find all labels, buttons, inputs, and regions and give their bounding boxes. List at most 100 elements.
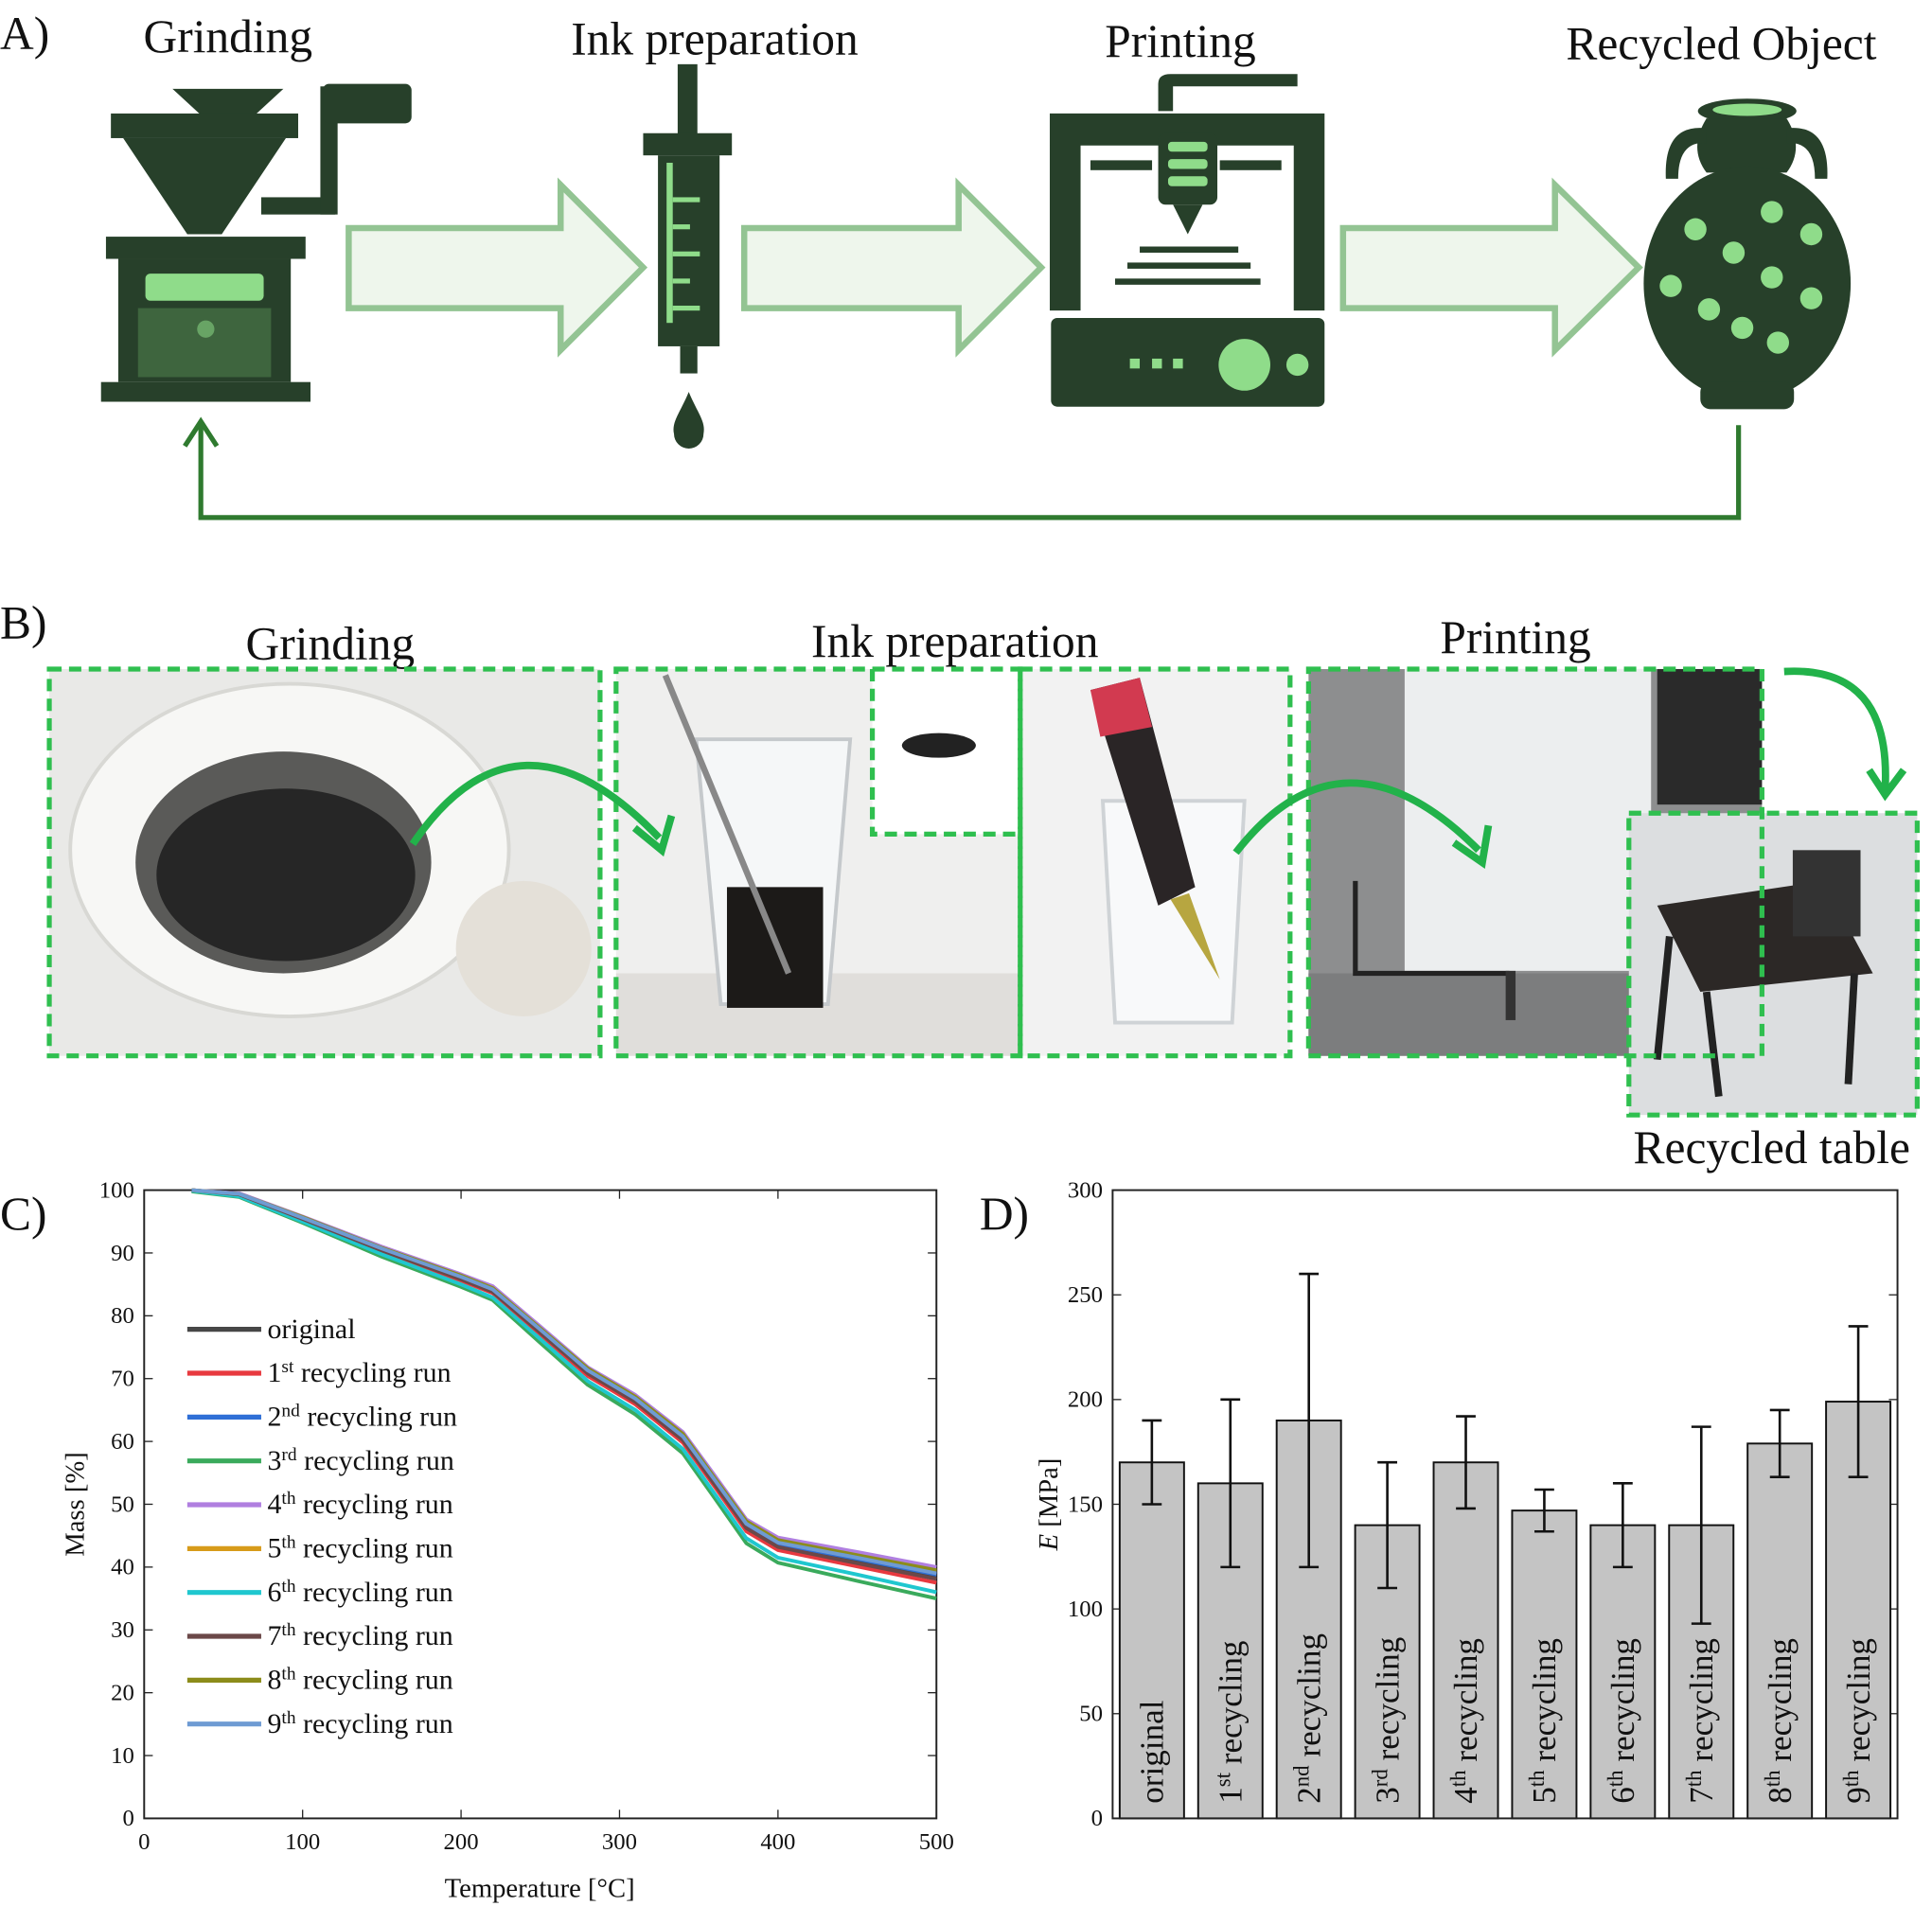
y-tick-label: 80 — [111, 1303, 134, 1329]
photo-grinding — [49, 668, 600, 1056]
y-tick-label: 0 — [1091, 1806, 1103, 1831]
label-text: recycling — [1369, 1637, 1406, 1769]
syringe-icon — [643, 63, 733, 449]
step-recycled-object-title: Recycled Object — [1566, 18, 1876, 70]
bar-category-label-2: 2nd recycling — [1289, 1633, 1327, 1804]
y-tick-label: 20 — [111, 1680, 134, 1705]
label-text: recycling — [1212, 1641, 1249, 1773]
photo-ink-beaker — [615, 668, 1020, 1056]
label-text: recycling run — [300, 1401, 457, 1432]
label-text: recycling run — [296, 1620, 453, 1651]
label-text: recycling — [1447, 1638, 1484, 1770]
label-text: recycling — [1683, 1638, 1720, 1770]
x-tick-label: 500 — [919, 1829, 954, 1855]
panel-b: B) Grinding Ink preparation Printing — [0, 596, 1920, 1174]
legend-label-1: 1st recycling run — [267, 1357, 451, 1389]
grinder-icon — [100, 83, 412, 402]
y-axis-label: E [MPa] — [1034, 1458, 1064, 1552]
y-tick-label: 100 — [99, 1177, 134, 1203]
chart-c-tga: C) Temperature [°C] Mass [%] 0 100 200 300 4… — [0, 1177, 954, 1903]
bar-5 — [1511, 1509, 1578, 1820]
label-number: 2 — [1290, 1787, 1327, 1804]
label-number: 2 — [267, 1401, 281, 1432]
label-number: 4 — [1447, 1787, 1484, 1804]
bar-category-label-8: 8th recycling — [1760, 1638, 1799, 1804]
label-text: recycling — [1526, 1638, 1563, 1770]
legend-label-4: 4th recycling run — [267, 1489, 452, 1521]
y-axis-label: Mass [%] — [61, 1452, 91, 1557]
label-superscript: th — [1760, 1770, 1783, 1787]
panel-c-label: C) — [0, 1188, 46, 1240]
legend-label-5: 5th recycling run — [267, 1532, 452, 1564]
legend-label-3: 3rd recycling run — [267, 1444, 453, 1476]
panel-a-label: A) — [0, 8, 49, 60]
y-tick-label: 100 — [1068, 1597, 1103, 1622]
step-printing-title: Printing — [1105, 15, 1255, 67]
label-superscript: th — [1446, 1770, 1470, 1787]
y-tick-label: 200 — [1068, 1387, 1103, 1413]
label-text: recycling — [1762, 1638, 1799, 1770]
legend-label-2: 2nd recycling run — [267, 1401, 457, 1433]
bar-4 — [1432, 1461, 1499, 1820]
bar-category-label-5: 5th recycling — [1525, 1638, 1564, 1804]
label-number: 1 — [1212, 1787, 1249, 1804]
y-tick-label: 250 — [1068, 1282, 1103, 1308]
label-superscript: th — [281, 1664, 295, 1684]
label-text: recycling run — [296, 1708, 453, 1739]
bar-0 — [1118, 1461, 1185, 1820]
legend-label-9: 9th recycling run — [267, 1707, 452, 1738]
legend-label-0: original — [267, 1314, 355, 1345]
label-superscript: th — [1838, 1770, 1862, 1787]
label-superscript: th — [281, 1707, 295, 1727]
printer-icon — [1050, 74, 1325, 407]
y-tick-label: 300 — [1068, 1177, 1103, 1203]
bar-category-label-7: 7th recycling — [1681, 1638, 1719, 1804]
x-tick-label: 100 — [285, 1829, 320, 1855]
step-grinding-title: Grinding — [144, 10, 313, 62]
panel-b-label: B) — [0, 596, 46, 648]
label-number: 3 — [1369, 1787, 1406, 1804]
label-superscript: rd — [281, 1444, 296, 1464]
x-tick-label: 0 — [138, 1829, 150, 1855]
label-text: recycling run — [296, 1577, 453, 1608]
bar-category-label-0: original — [1134, 1700, 1171, 1803]
legend-label-8: 8th recycling run — [267, 1664, 452, 1696]
label-number: 8 — [1762, 1787, 1799, 1804]
label-number: 6 — [1604, 1787, 1641, 1804]
label-number: 8 — [267, 1664, 281, 1695]
step-ink-title: Ink preparation — [571, 12, 858, 64]
label-text: recycling — [1290, 1633, 1327, 1765]
recycle-loop-arrow — [183, 416, 1742, 521]
y-tick-label: 0 — [123, 1806, 134, 1831]
label-superscript: nd — [1289, 1765, 1313, 1787]
y-tick-label: 150 — [1068, 1491, 1103, 1517]
label-text: recycling run — [296, 1489, 453, 1520]
label-superscript: th — [281, 1620, 295, 1640]
label-number: 5 — [267, 1532, 281, 1563]
flower-pattern — [1659, 201, 1823, 354]
label-number: 9 — [1840, 1787, 1877, 1804]
panel-d-label: D) — [980, 1188, 1029, 1240]
series-line-6 — [191, 1189, 937, 1595]
bar-category-label-9: 9th recycling — [1838, 1638, 1876, 1804]
label-superscript: st — [281, 1357, 294, 1377]
y-tick-label: 50 — [111, 1491, 134, 1517]
label-text: recycling run — [297, 1445, 454, 1476]
label-superscript: th — [1604, 1770, 1627, 1787]
bar-category-label-6: 6th recycling — [1604, 1638, 1642, 1804]
y-tick-label: 70 — [111, 1367, 134, 1392]
y-tick-label: 10 — [111, 1743, 134, 1769]
photo-frames — [46, 666, 1920, 1118]
bar-8 — [1746, 1442, 1814, 1820]
bar-category-label-1: 1st recycling — [1211, 1641, 1249, 1804]
process-arrow — [346, 177, 1643, 358]
photo-printing-title: Printing — [1440, 611, 1590, 663]
label-number: 3 — [267, 1445, 281, 1476]
x-tick-label: 200 — [444, 1829, 479, 1855]
label-superscript: th — [281, 1576, 295, 1596]
x-tick-label: 400 — [760, 1829, 795, 1855]
label-text: recycling run — [296, 1664, 453, 1695]
label-superscript: th — [281, 1532, 295, 1552]
photo-ink-title: Ink preparation — [811, 615, 1098, 667]
label-number: 7 — [267, 1620, 281, 1651]
